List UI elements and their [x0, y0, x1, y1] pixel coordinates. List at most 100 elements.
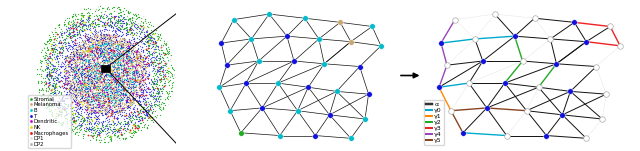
Point	[99, 30, 109, 32]
Point	[123, 47, 133, 50]
Point	[124, 94, 134, 96]
Point	[78, 43, 88, 45]
Point	[124, 96, 134, 98]
Point	[50, 71, 60, 73]
Point	[63, 43, 73, 46]
Point	[86, 32, 97, 34]
Point	[138, 95, 148, 97]
Point	[76, 56, 86, 58]
Point	[135, 122, 145, 124]
Point	[104, 34, 114, 37]
Point	[47, 114, 57, 116]
Point	[54, 63, 64, 65]
Point	[125, 132, 136, 135]
Point	[68, 51, 79, 53]
Point	[86, 22, 97, 24]
Point	[143, 44, 154, 47]
Point	[89, 98, 99, 101]
Point	[111, 78, 122, 81]
Point	[109, 93, 119, 95]
Point	[102, 60, 113, 62]
Point	[53, 113, 63, 115]
Point	[86, 58, 97, 60]
Point	[104, 99, 114, 101]
Point	[110, 30, 120, 33]
Point	[67, 35, 77, 37]
Point	[132, 59, 143, 62]
Point	[70, 49, 81, 52]
Point	[36, 94, 47, 96]
Point	[101, 97, 111, 99]
Point	[81, 97, 91, 100]
Point	[96, 48, 106, 50]
Point	[94, 101, 104, 103]
Point	[87, 39, 97, 41]
Point	[163, 51, 173, 53]
Point	[108, 89, 118, 92]
Point	[103, 36, 113, 39]
Point	[47, 102, 58, 104]
Point	[150, 97, 161, 99]
Point	[57, 29, 67, 32]
Point	[115, 62, 125, 65]
Point	[72, 96, 83, 98]
Point	[49, 102, 59, 104]
Point	[82, 118, 92, 120]
Point	[104, 123, 115, 125]
Point	[148, 82, 158, 84]
Point	[166, 90, 177, 92]
Point	[129, 46, 140, 48]
Point	[51, 71, 61, 74]
Point	[157, 103, 168, 105]
Point	[100, 14, 111, 16]
Point	[108, 40, 118, 43]
Point	[102, 23, 112, 25]
Point	[83, 109, 93, 111]
Point	[82, 40, 92, 42]
Point	[76, 83, 86, 86]
Point	[132, 71, 142, 73]
Point	[115, 97, 125, 99]
Point	[88, 77, 98, 79]
Point	[113, 111, 124, 113]
Point	[122, 49, 132, 52]
Point	[79, 59, 89, 61]
Point	[67, 68, 77, 70]
Point	[591, 65, 602, 68]
Point	[129, 57, 140, 60]
Point	[124, 22, 134, 25]
Point	[98, 38, 108, 40]
Point	[122, 12, 132, 14]
Point	[85, 86, 95, 88]
Point	[90, 47, 100, 49]
Point	[78, 73, 88, 75]
Point	[125, 65, 135, 67]
Point	[109, 50, 119, 52]
Point	[73, 58, 83, 61]
Point	[100, 65, 111, 67]
Point	[132, 50, 142, 52]
Point	[77, 25, 88, 27]
Point	[112, 24, 122, 26]
Point	[132, 37, 142, 39]
Point	[106, 46, 116, 49]
Point	[94, 29, 104, 32]
Point	[124, 106, 134, 108]
Point	[66, 27, 76, 29]
Point	[99, 75, 109, 77]
Point	[118, 28, 129, 31]
Point	[77, 66, 88, 68]
Point	[86, 70, 97, 73]
Point	[72, 116, 83, 118]
Point	[58, 100, 68, 103]
Point	[127, 32, 137, 34]
Point	[98, 88, 108, 91]
Point	[91, 9, 101, 11]
Point	[46, 89, 56, 92]
Point	[132, 74, 142, 76]
Point	[155, 74, 165, 76]
Point	[109, 58, 120, 60]
Point	[88, 96, 98, 99]
Point	[95, 50, 106, 52]
Point	[102, 22, 113, 24]
